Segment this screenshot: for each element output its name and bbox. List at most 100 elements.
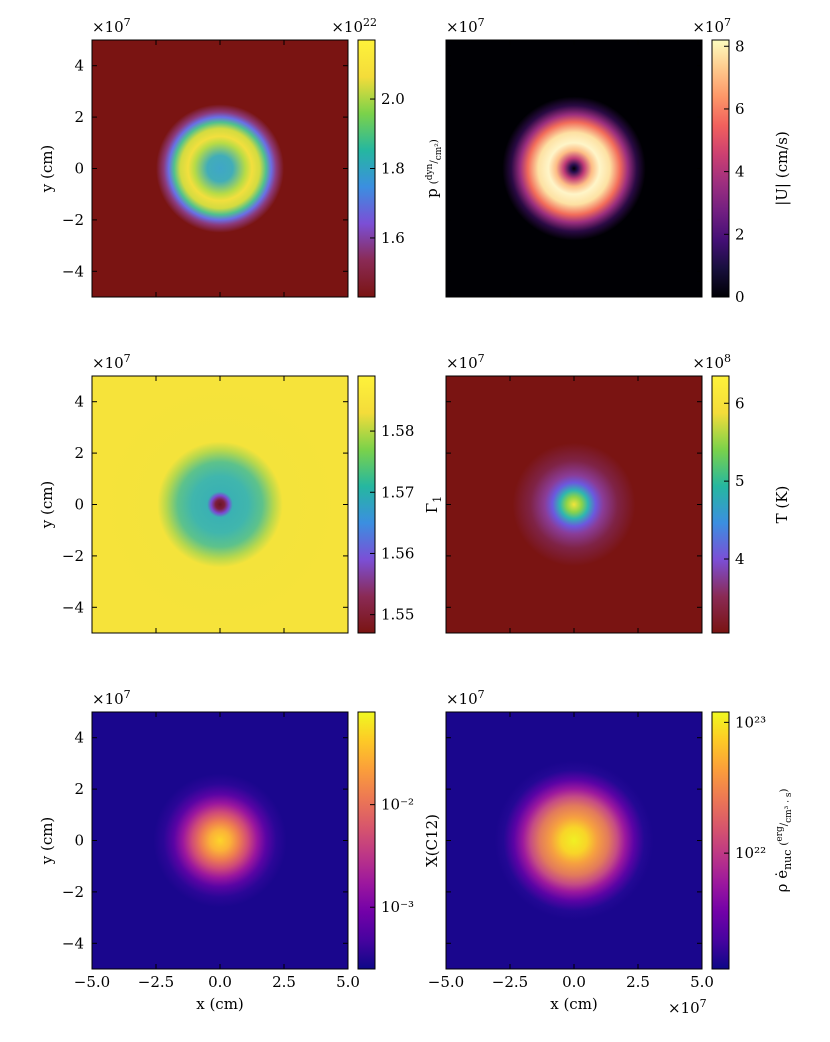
y-tick-label: −2 (62, 883, 84, 901)
colorbar (358, 40, 375, 297)
colorbar-tick-label: 4 (735, 550, 745, 568)
colorbar (712, 40, 729, 297)
panel-5: −5.0 −2.5 0.0 2.5 5.0 4 2 0 −2 −4 ×107 y (cm) x (cm)… (38, 688, 441, 1013)
colorbar-frac-bot: cm² (434, 143, 444, 161)
x-multiplier-exp: 7 (700, 997, 707, 1010)
colorbar-label-paren-close: ) (779, 789, 790, 793)
colorbar-label: p (dyn/cm²) (423, 139, 444, 198)
y-tick-label: −2 (62, 547, 84, 565)
cb-multiplier-exp: 7 (724, 16, 731, 29)
colorbar-tick-label: 10²³ (735, 713, 766, 731)
colorbar-tick-label: 1.55 (381, 606, 414, 624)
y-tick-label: 0 (74, 832, 84, 850)
multiplier-base: ×10 (446, 18, 478, 36)
y-tick-label: 4 (74, 57, 84, 75)
colorbar-tick-label: 6 (735, 100, 745, 118)
cb-multiplier-exp: 8 (724, 352, 731, 365)
cb-multiplier-base: ×10 (692, 354, 724, 372)
colorbar-label: T (K) (773, 486, 791, 524)
colorbar-tick-label: 5 (735, 472, 745, 490)
heatmap-field (92, 712, 348, 969)
colorbar-tick-label: 10⁻² (381, 796, 414, 814)
colorbar-tick-label: 10²² (735, 844, 766, 862)
colorbar-label-main: |U| (cm/s) (773, 131, 791, 206)
colorbar-frame (711, 711, 730, 970)
colorbar-label: X(C12) (423, 814, 441, 867)
x-tick-label: 0.0 (562, 973, 586, 991)
colorbar-tick-label: 1.6 (381, 229, 405, 247)
heatmap-field (92, 376, 348, 633)
x-tick-label: 2.5 (272, 973, 296, 991)
colorbar-tick-label: 2 (735, 225, 745, 243)
heatmap-field (446, 712, 702, 969)
colorbar-multiplier: ×1022 (331, 16, 377, 36)
colorbar-tick-label: 1.57 (381, 483, 414, 501)
heatmap-field (446, 40, 702, 297)
x-multiplier-base: ×10 (668, 999, 700, 1017)
axis-multiplier: ×107 (446, 16, 485, 36)
x-tick-label: −2.5 (138, 973, 174, 991)
colorbar-label: |U| (cm/s) (773, 131, 791, 206)
cb-multiplier-base: ×10 (331, 18, 363, 36)
multiplier-exp: 7 (124, 688, 131, 701)
cb-multiplier-base: ×10 (692, 18, 724, 36)
colorbar-label-sub: nuc (781, 850, 794, 870)
colorbar-frame (357, 375, 376, 634)
colorbar (358, 712, 375, 969)
multiplier-base: ×10 (446, 690, 478, 708)
x-tick-label: −5.0 (428, 973, 464, 991)
colorbar-tick-label: 1.8 (381, 160, 405, 178)
multiplier-exp: 7 (124, 352, 131, 365)
colorbar-label-main: T (K) (773, 486, 791, 524)
axis-multiplier: ×107 (92, 352, 131, 372)
y-tick-label: 0 (74, 160, 84, 178)
x-tick-label: 0.0 (208, 973, 232, 991)
x-axis-label: x (cm) (550, 995, 598, 1013)
heatmap-field (92, 40, 348, 297)
colorbar-label: Γ1 (423, 496, 444, 513)
y-axis-label: y (cm) (38, 817, 56, 866)
colorbar-frac-top: erg (775, 826, 785, 842)
x-axis-multiplier: ×107 (668, 997, 707, 1017)
y-tick-label: 2 (74, 108, 84, 126)
colorbar-tick-label: 0 (735, 288, 745, 306)
colorbar-frac-bot: cm³ · s (784, 792, 794, 823)
colorbar-frac-bar: / (429, 160, 440, 164)
colorbar-tick-label: 6 (735, 394, 745, 412)
colorbar-label-main: p (423, 188, 441, 198)
heatmap-field (446, 376, 702, 633)
y-tick-label: −4 (62, 598, 84, 616)
colorbar-label-sub: 1 (431, 496, 444, 503)
colorbar-label-main: X(C12) (423, 814, 441, 867)
y-tick-label: 2 (74, 780, 84, 798)
multiplier-exp: 7 (478, 688, 485, 701)
colorbar-frame (711, 39, 730, 298)
y-axis-label: y (cm) (38, 145, 56, 194)
colorbar-frame (357, 711, 376, 970)
x-tick-label: −2.5 (492, 973, 528, 991)
colorbar-frac-bar: / (779, 822, 790, 826)
x-tick-label: 2.5 (626, 973, 650, 991)
multiplier-exp: 7 (478, 352, 485, 365)
colorbar-label-main: Γ (423, 503, 441, 513)
colorbar (358, 376, 375, 633)
y-tick-label: 0 (74, 496, 84, 514)
y-tick-label: −4 (62, 934, 84, 952)
axis-multiplier: ×107 (446, 688, 485, 708)
colorbar-label-paren: ( (779, 842, 790, 846)
colorbar-tick-label: 1.56 (381, 544, 414, 562)
colorbar-multiplier: ×107 (692, 16, 731, 36)
colorbar-tick-label: 4 (735, 163, 745, 181)
x-axis-label: x (cm) (196, 995, 244, 1013)
multiplier-base: ×10 (92, 18, 124, 36)
y-tick-label: −4 (62, 262, 84, 280)
multiplier-base: ×10 (446, 354, 478, 372)
y-tick-label: −2 (62, 211, 84, 229)
colorbar-label-paren-close: ) (429, 139, 440, 143)
multiplier-exp: 7 (124, 16, 131, 29)
colorbar-label: ρ ėnuc (erg/cm³ · s) (773, 789, 794, 893)
multiplier-exp: 7 (478, 16, 485, 29)
